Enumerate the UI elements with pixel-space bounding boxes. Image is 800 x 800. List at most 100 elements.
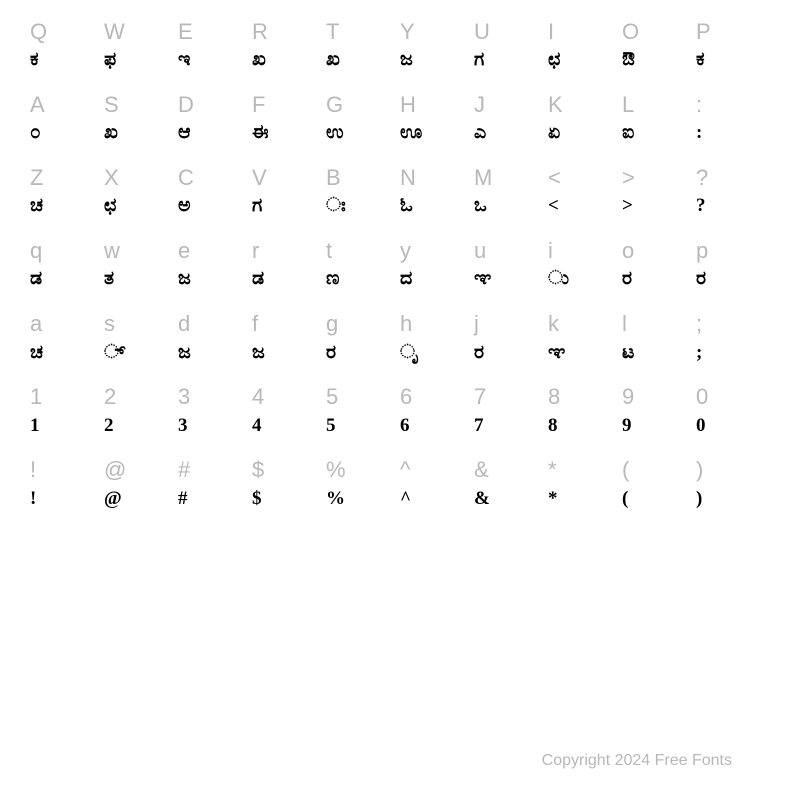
key-label: y bbox=[400, 239, 474, 263]
glyph: ಛ bbox=[548, 50, 622, 71]
glyph: ಖ bbox=[252, 50, 326, 71]
glyph: 3 bbox=[178, 416, 252, 437]
key-label: u bbox=[474, 239, 548, 263]
key-label: 5 bbox=[326, 385, 400, 409]
key-label: & bbox=[474, 458, 548, 482]
key-label: A bbox=[30, 93, 104, 117]
key-label: > bbox=[622, 166, 696, 190]
key-label: d bbox=[178, 312, 252, 336]
glyph: 7 bbox=[474, 416, 548, 437]
glyph: ಜ bbox=[178, 269, 252, 290]
glyph: & bbox=[474, 489, 548, 510]
glyph: ? bbox=[696, 196, 770, 217]
key-label: S bbox=[104, 93, 178, 117]
glyph: ಈ bbox=[252, 123, 326, 144]
key-label: w bbox=[104, 239, 178, 263]
key-label: : bbox=[696, 93, 770, 117]
key-label: Q bbox=[30, 20, 104, 44]
key-label: 3 bbox=[178, 385, 252, 409]
glyph: ಡ bbox=[30, 269, 104, 290]
glyph: $ bbox=[252, 489, 326, 510]
glyph: ಜ bbox=[400, 50, 474, 71]
key-label: t bbox=[326, 239, 400, 263]
glyph: * bbox=[548, 489, 622, 510]
key-label: k bbox=[548, 312, 622, 336]
key-label: Y bbox=[400, 20, 474, 44]
key-label: ^ bbox=[400, 458, 474, 482]
glyph: ಕ bbox=[30, 50, 104, 71]
map-row: A S D F G H J K L : ೦ ಖ ಆ ಈ ಉ ಊ ಎ ಏ ಐ : bbox=[30, 93, 770, 144]
key-label: ( bbox=[622, 458, 696, 482]
key-label: ) bbox=[696, 458, 770, 482]
glyph: ತ bbox=[104, 269, 178, 290]
glyph: 9 bbox=[622, 416, 696, 437]
key-label: 8 bbox=[548, 385, 622, 409]
glyph: ಣ bbox=[326, 269, 400, 290]
glyph: ಚ bbox=[30, 196, 104, 217]
glyph: ದ bbox=[400, 269, 474, 290]
key-label: # bbox=[178, 458, 252, 482]
glyph: > bbox=[622, 196, 696, 217]
key-label: H bbox=[400, 93, 474, 117]
glyph: # bbox=[178, 489, 252, 510]
glyph: ಛ bbox=[104, 196, 178, 217]
key-label: < bbox=[548, 166, 622, 190]
glyph: ! bbox=[30, 489, 104, 510]
key-label: g bbox=[326, 312, 400, 336]
key-label: D bbox=[178, 93, 252, 117]
glyph: ಗ bbox=[252, 196, 326, 217]
key-label: V bbox=[252, 166, 326, 190]
key-label: F bbox=[252, 93, 326, 117]
glyph: ಖ bbox=[326, 50, 400, 71]
key-label: ? bbox=[696, 166, 770, 190]
glyph: % bbox=[326, 489, 400, 510]
font-character-map: Q W E R T Y U I O P ಕ ಫ ಇ ಖ ಖ ಜ ಗ ಛ ಔ ಕ … bbox=[0, 0, 800, 592]
key-label: C bbox=[178, 166, 252, 190]
glyph: 2 bbox=[104, 416, 178, 437]
glyph: ) bbox=[696, 489, 770, 510]
key-label: T bbox=[326, 20, 400, 44]
glyph: ಒ bbox=[474, 196, 548, 217]
key-label: s bbox=[104, 312, 178, 336]
map-row: Q W E R T Y U I O P ಕ ಫ ಇ ಖ ಖ ಜ ಗ ಛ ಔ ಕ bbox=[30, 20, 770, 71]
key-label: W bbox=[104, 20, 178, 44]
key-label: 1 bbox=[30, 385, 104, 409]
glyph: 6 bbox=[400, 416, 474, 437]
key-label: I bbox=[548, 20, 622, 44]
glyph: ಊ bbox=[400, 123, 474, 144]
glyph: 8 bbox=[548, 416, 622, 437]
glyph: 5 bbox=[326, 416, 400, 437]
key-label: 6 bbox=[400, 385, 474, 409]
key-label: Z bbox=[30, 166, 104, 190]
glyph: ಅ bbox=[178, 196, 252, 217]
key-label: ! bbox=[30, 458, 104, 482]
glyph: ಫ bbox=[104, 50, 178, 71]
key-label: 7 bbox=[474, 385, 548, 409]
glyph: ಔ bbox=[622, 50, 696, 71]
glyph: ಖ bbox=[104, 123, 178, 144]
glyph: ು bbox=[548, 269, 622, 290]
glyph: ಃ bbox=[326, 196, 400, 217]
glyph: @ bbox=[104, 489, 178, 510]
glyph: ೦ bbox=[30, 123, 104, 144]
key-label: G bbox=[326, 93, 400, 117]
key-label: @ bbox=[104, 458, 178, 482]
key-label: i bbox=[548, 239, 622, 263]
glyph: ್ bbox=[104, 343, 178, 364]
glyph: 1 bbox=[30, 416, 104, 437]
glyph: ಗ bbox=[474, 50, 548, 71]
key-label: $ bbox=[252, 458, 326, 482]
glyph: ೃ bbox=[400, 343, 474, 364]
glyph: ಡ bbox=[252, 269, 326, 290]
glyph: ಐ bbox=[622, 123, 696, 144]
key-label: L bbox=[622, 93, 696, 117]
map-row: 1 2 3 4 5 6 7 8 9 0 1 2 3 4 5 6 7 8 9 0 bbox=[30, 385, 770, 436]
glyph: 4 bbox=[252, 416, 326, 437]
key-label: f bbox=[252, 312, 326, 336]
key-label: % bbox=[326, 458, 400, 482]
glyph: ಟ bbox=[622, 343, 696, 364]
key-label: e bbox=[178, 239, 252, 263]
glyph: ಎ bbox=[474, 123, 548, 144]
key-label: B bbox=[326, 166, 400, 190]
glyph: ಚ bbox=[30, 343, 104, 364]
